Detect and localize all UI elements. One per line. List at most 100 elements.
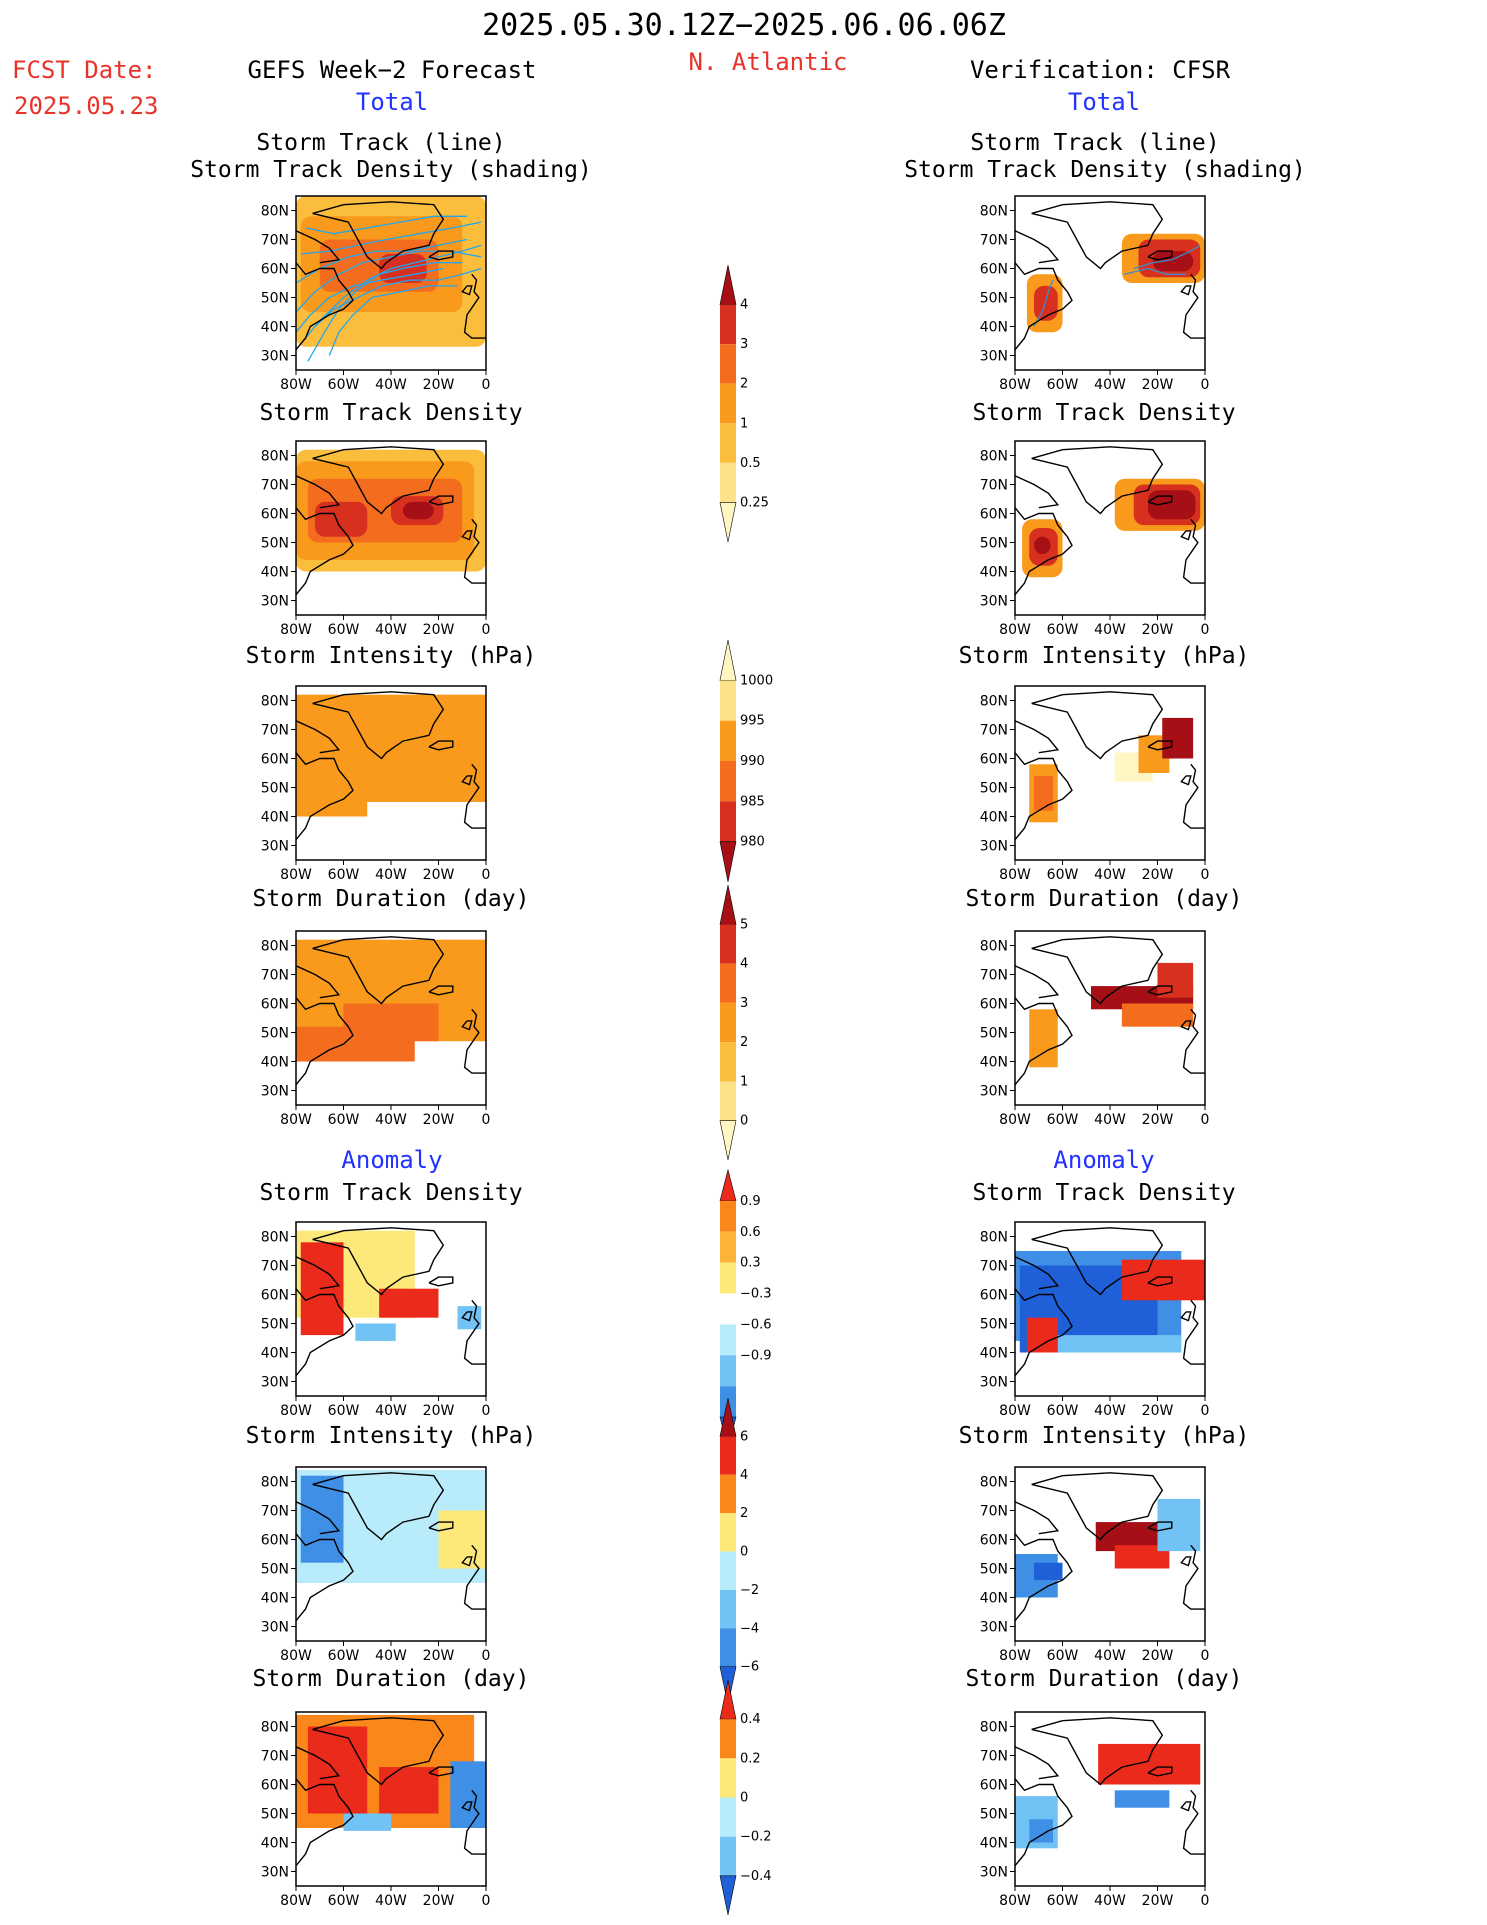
coastline (312, 201, 445, 270)
colorbar-segment (720, 1231, 736, 1263)
shaded-cell (402, 501, 434, 520)
colorbar-track_density: 4 3 2 1 0.5 0.25 (719, 264, 769, 543)
coastline (1031, 1717, 1164, 1786)
y-tick-label: 70N (980, 478, 1008, 494)
x-tick-label: 80W (280, 1893, 312, 1909)
coastline (1147, 495, 1173, 506)
y-tick-label: 40N (980, 320, 1008, 336)
x-tick-label: 60W (328, 1112, 360, 1128)
map-panel-r3-fcst: 80W 60W 40W 20W 0 80N 70N 60N 50N 40N 30N (261, 930, 490, 1128)
panel-title-duration-left: Storm Duration (day) (252, 886, 530, 912)
colorbar-label: 0 (740, 1545, 748, 1560)
x-tick-label: 20W (1142, 1648, 1174, 1664)
map-panel-r3-cfsr: 80W 60W 40W 20W 0 80N 70N 60N 50N 40N 30N (980, 930, 1209, 1128)
colorbar-tip-bottom (719, 502, 737, 543)
colorbar-segment (720, 344, 736, 384)
coastline (461, 1556, 473, 1567)
y-tick-label: 60N (980, 262, 1008, 278)
x-tick-label: 40W (375, 867, 407, 883)
x-tick-label: 80W (999, 1648, 1031, 1664)
shaded-cell (1034, 1562, 1063, 1581)
y-tick-label: 50N (980, 781, 1008, 797)
x-tick-label: 20W (423, 622, 455, 638)
map-panel-r1-fcst: 80W 60W 40W 20W 0 80N 70N 60N 50N 40N 30N (261, 440, 490, 638)
y-tick-label: 30N (261, 1375, 289, 1391)
y-tick-label: 50N (980, 291, 1008, 307)
x-tick-label: 80W (999, 1112, 1031, 1128)
coastline (463, 1789, 486, 1855)
colorbar-segment (720, 1262, 736, 1294)
storm-track-line (328, 285, 458, 356)
coastline (1147, 740, 1173, 751)
coastline (1015, 1288, 1073, 1377)
map-panel-r0-cfsr: 80W 60W 40W 20W 0 80N 70N 60N 50N 40N 30N (980, 195, 1209, 393)
shaded-cell (1162, 717, 1194, 759)
y-tick-label: 80N (980, 694, 1008, 710)
x-tick-label: 80W (999, 1893, 1031, 1909)
coastline (1180, 530, 1192, 541)
y-tick-label: 80N (980, 1720, 1008, 1736)
panel-title-density-left: Storm Track Density (259, 400, 523, 426)
colorbar-label: 2 (740, 1506, 748, 1521)
shaded-cell (1114, 1545, 1170, 1569)
coastline (1180, 775, 1192, 786)
y-tick-label: 30N (980, 349, 1008, 365)
x-tick-label: 40W (375, 1893, 407, 1909)
x-tick-label: 60W (328, 1648, 360, 1664)
coastline (296, 1778, 354, 1867)
panel-title-anom-intensity-right: Storm Intensity (hPa) (958, 1423, 1250, 1449)
section-total-left: Total (355, 88, 429, 116)
x-tick-label: 20W (423, 1403, 455, 1419)
y-tick-label: 40N (261, 1591, 289, 1607)
map-panel-r5-cfsr: 80W 60W 40W 20W 0 80N 70N 60N 50N 40N 30N (980, 1466, 1209, 1664)
y-tick-label: 80N (980, 1230, 1008, 1246)
colorbar-tip-bottom (719, 1120, 737, 1161)
colorbar-label: 4 (740, 1468, 748, 1483)
y-tick-label: 50N (261, 1026, 289, 1042)
coastline (1182, 763, 1205, 829)
region-title: N. Atlantic (688, 48, 848, 76)
colorbar-segment (720, 1081, 736, 1121)
map-panel-r1-cfsr: 80W 60W 40W 20W 0 80N 70N 60N 50N 40N 30N (980, 440, 1209, 638)
coastline (296, 475, 341, 509)
shaded-cell (1121, 1003, 1194, 1027)
y-tick-label: 40N (261, 1836, 289, 1852)
colorbar-label: 6 (740, 1429, 748, 1444)
x-tick-label: 20W (423, 867, 455, 883)
verification-title: Verification: CFSR (969, 56, 1231, 84)
x-tick-label: 0 (482, 1893, 491, 1909)
x-tick-label: 80W (280, 1648, 312, 1664)
colorbar-label: 2 (740, 1035, 748, 1050)
coastline (312, 691, 445, 760)
y-tick-label: 80N (980, 449, 1008, 465)
y-tick-label: 40N (261, 1055, 289, 1071)
y-tick-label: 60N (980, 507, 1008, 523)
y-tick-label: 60N (261, 1288, 289, 1304)
x-tick-label: 80W (280, 622, 312, 638)
colorbar-segment (720, 680, 736, 721)
colorbar-label: 4 (740, 957, 748, 972)
x-tick-label: 20W (423, 1648, 455, 1664)
coastline (312, 446, 445, 515)
coastline (1182, 273, 1205, 339)
y-tick-label: 40N (980, 1591, 1008, 1607)
x-tick-label: 80W (280, 377, 312, 393)
coastline (1180, 1801, 1192, 1812)
colorbar-tip-top (719, 264, 737, 305)
colorbar-label: 1000 (740, 673, 773, 688)
colorbar-tip-top (719, 1679, 737, 1720)
x-tick-label: 20W (1142, 1403, 1174, 1419)
colorbar-anom_duration: 0.4 0.2 0 −0.2 −0.4 (719, 1679, 772, 1916)
y-tick-label: 50N (261, 1562, 289, 1578)
colorbar-segment (720, 1628, 736, 1667)
model-title: GEFS Week−2 Forecast (247, 56, 537, 84)
colorbar-duration: 5 4 3 2 1 0 (719, 884, 748, 1161)
colorbar-label: −0.2 (740, 1830, 772, 1845)
storm-track-line (1124, 267, 1186, 275)
coastline (296, 507, 354, 596)
shaded-cell (1157, 1498, 1201, 1552)
y-tick-label: 70N (261, 478, 289, 494)
coastline (428, 1276, 454, 1287)
colorbar-segment (720, 462, 736, 503)
x-tick-label: 20W (423, 1893, 455, 1909)
